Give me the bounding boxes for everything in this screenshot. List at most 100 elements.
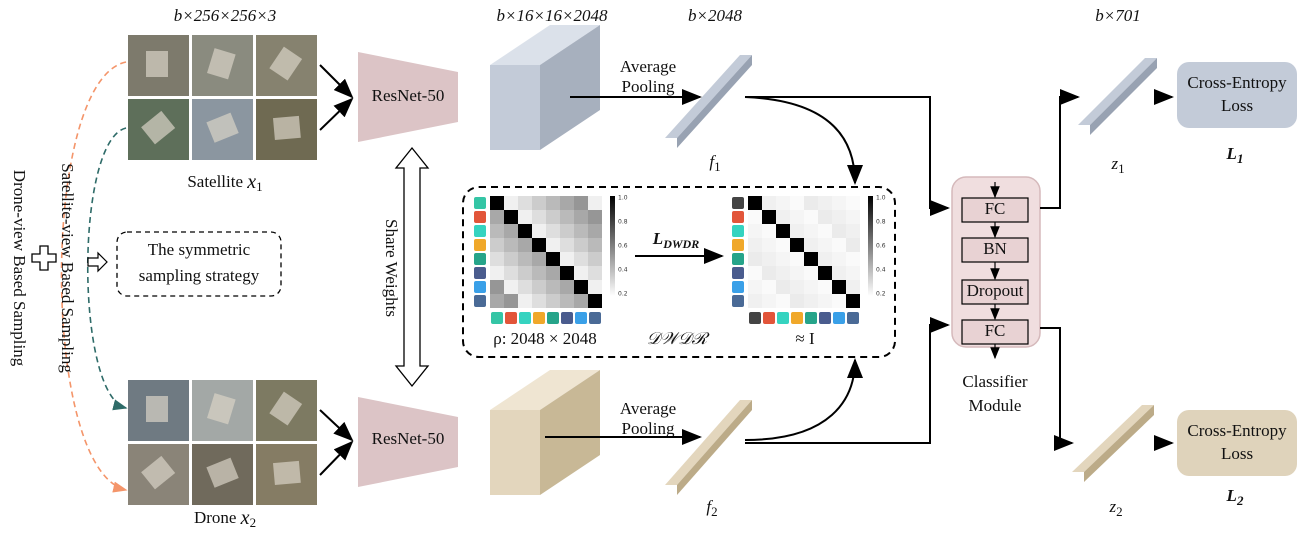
heat-cell <box>762 294 776 308</box>
arrow <box>745 360 855 440</box>
loss-label: L2 <box>1226 486 1244 508</box>
heat-cell <box>574 266 588 280</box>
heat-cell <box>504 238 518 252</box>
arrow <box>745 325 948 443</box>
color-chip <box>777 312 789 324</box>
heat-cell <box>804 196 818 210</box>
heat-cell <box>790 294 804 308</box>
color-chip <box>732 197 744 209</box>
heat-cell <box>790 266 804 280</box>
heat-cell <box>832 224 846 238</box>
heat-cell <box>504 252 518 266</box>
heat-cell <box>588 280 602 294</box>
heat-cell <box>504 266 518 280</box>
color-chip <box>732 211 744 223</box>
heat-cell <box>560 280 574 294</box>
heat-cell <box>588 238 602 252</box>
label: sampling strategy <box>139 266 260 285</box>
heat-cell <box>804 210 818 224</box>
heat-cell <box>832 238 846 252</box>
label: Module <box>969 396 1022 415</box>
heat-cell <box>846 280 860 294</box>
heat-cell <box>490 196 504 210</box>
arrow <box>745 97 948 208</box>
loss-label-sub: 2 <box>1236 493 1244 508</box>
heat-cell <box>560 252 574 266</box>
label: Drone-view Based Sampling <box>10 170 29 367</box>
label: Average <box>620 57 676 76</box>
heat-cell <box>790 280 804 294</box>
label: ResNet-50 <box>372 429 445 448</box>
heat-cell <box>776 224 790 238</box>
heat-cell <box>776 266 790 280</box>
heat-cell <box>518 266 532 280</box>
label: Share Weights <box>382 219 401 317</box>
heat-cell <box>532 238 546 252</box>
heat-cell <box>546 238 560 252</box>
color-chip <box>763 312 775 324</box>
label: Pooling <box>622 419 675 438</box>
color-chip <box>474 239 486 251</box>
label: b×2048 <box>688 6 742 25</box>
vector-bar <box>677 55 752 148</box>
color-chip <box>732 295 744 307</box>
vector-bar <box>665 400 752 485</box>
color-chip <box>732 281 744 293</box>
heat-cell <box>818 294 832 308</box>
label: Loss <box>1221 96 1253 115</box>
heat-cell <box>588 196 602 210</box>
label: Dropout <box>967 281 1024 300</box>
color-chip <box>805 312 817 324</box>
color-chip <box>732 267 744 279</box>
heat-cell <box>832 266 846 280</box>
color-chip <box>561 312 573 324</box>
heat-cell <box>546 280 560 294</box>
label: 0.2 <box>618 291 628 298</box>
label: Satellite <box>187 172 247 191</box>
heat-cell <box>546 266 560 280</box>
heat-cell <box>846 294 860 308</box>
label: Cross-Entropy <box>1187 421 1287 440</box>
label: DWDR <box>662 237 699 251</box>
label: b×701 <box>1095 6 1140 25</box>
teal-curve <box>88 128 126 408</box>
label: b×256×256×3 <box>174 6 276 25</box>
color-chip <box>589 312 601 324</box>
color-chip <box>575 312 587 324</box>
heat-cell <box>504 210 518 224</box>
heat-cell <box>846 252 860 266</box>
heat-cell <box>818 252 832 266</box>
label: ResNet-50 <box>372 86 445 105</box>
label: 0.2 <box>876 291 886 298</box>
building <box>273 461 301 485</box>
feature-label-sub: 1 <box>714 159 721 174</box>
label: 0.6 <box>876 243 886 250</box>
feature-label: f1 <box>709 152 720 174</box>
loss-label: L1 <box>1226 144 1244 166</box>
label: Loss <box>1221 444 1253 463</box>
label: The symmetric <box>148 240 251 259</box>
label: Classifier <box>962 372 1027 391</box>
heat-cell <box>574 294 588 308</box>
color-chip <box>533 312 545 324</box>
building <box>273 116 301 140</box>
label: Cross-Entropy <box>1187 73 1287 92</box>
dwdr-loss: LDWDR <box>652 229 699 251</box>
heat-cell <box>532 224 546 238</box>
heat-cell <box>762 224 776 238</box>
arrow <box>745 97 855 183</box>
heat-cell <box>546 252 560 266</box>
heat-cell <box>846 266 860 280</box>
color-chip <box>474 211 486 223</box>
label: Drone <box>194 508 241 527</box>
heat-cell <box>818 266 832 280</box>
color-chip <box>819 312 831 324</box>
heat-cell <box>560 238 574 252</box>
label: Satellite-view Based Sampling <box>58 163 77 373</box>
heat-cell <box>518 238 532 252</box>
vector-bar <box>1084 405 1154 482</box>
vector-bar <box>1090 58 1157 135</box>
output-label-sub: 1 <box>1118 161 1125 176</box>
heat-cell <box>790 224 804 238</box>
label: Pooling <box>622 77 675 96</box>
